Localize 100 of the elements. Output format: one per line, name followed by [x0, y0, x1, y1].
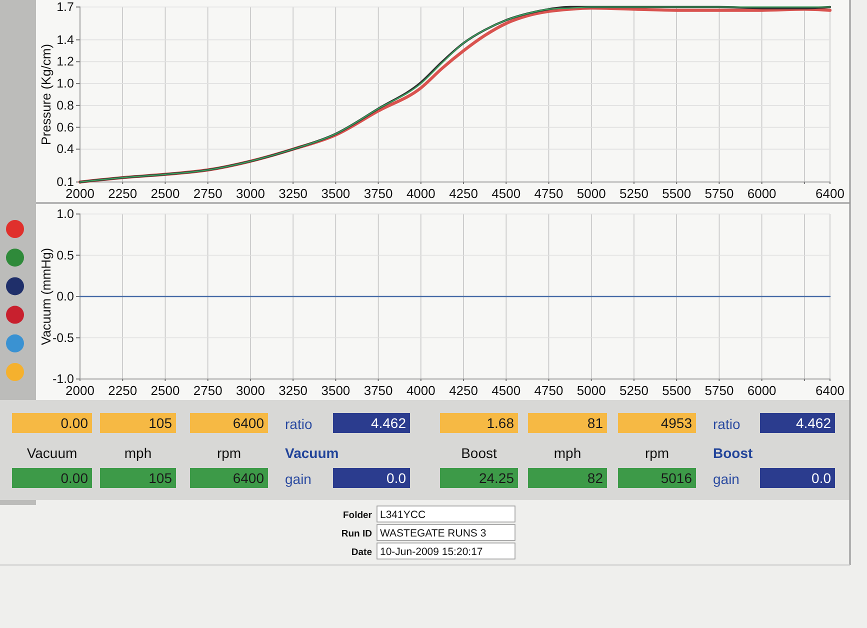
- x-tick-label: 4250: [449, 186, 478, 202]
- readout-field: 0.0: [333, 468, 410, 488]
- x-tick-label: 3250: [278, 186, 308, 202]
- category-label: rpm: [216, 445, 242, 461]
- data-label: 81: [587, 415, 604, 431]
- x-tick-label: 2750: [193, 383, 222, 398]
- data-label: 6400: [232, 470, 264, 486]
- x-tick-label: 3750: [364, 383, 393, 398]
- x-tick-label: 3500: [321, 186, 350, 202]
- readout-field: 82: [528, 468, 607, 488]
- readout-field: 105: [100, 413, 176, 433]
- data-label: 5016: [660, 470, 692, 486]
- category-label: mph: [554, 445, 582, 461]
- x-tick-label: 3000: [236, 186, 265, 202]
- y-tick-label: -1.0: [52, 372, 74, 386]
- text-field: 10-Jun-2009 15:20:17: [376, 542, 516, 560]
- text: ratio: [285, 416, 312, 432]
- readout-field: 81: [528, 413, 607, 433]
- y-tick-label: 0.0: [56, 290, 74, 304]
- readout-field: 4953: [618, 413, 696, 433]
- x-tick-label: 6400: [816, 383, 844, 398]
- data-label: 105: [148, 470, 172, 486]
- x-tick-label: 4250: [449, 383, 478, 398]
- data-label: 0.0: [812, 470, 832, 486]
- x-tick-label: 6000: [747, 383, 776, 398]
- y-tick-label: 0.1: [56, 175, 74, 189]
- readout-field: 6400: [190, 468, 268, 488]
- x-tick-label: 3500: [321, 383, 350, 398]
- data-label: 105: [148, 415, 172, 431]
- y-tick-label: 1.2: [56, 54, 74, 69]
- readout-field: 6400: [190, 413, 268, 433]
- text: Folder: [342, 510, 372, 521]
- x-tick-label: 4500: [492, 186, 521, 202]
- data-label: 4.462: [796, 415, 832, 431]
- data-label: 0.0: [386, 470, 406, 486]
- readout-field: 1.68: [440, 413, 518, 433]
- x-tick-label: 6000: [747, 186, 776, 202]
- text: ratio: [713, 416, 740, 432]
- data-label: 0.00: [60, 470, 88, 486]
- y-tick-label: 1.0: [56, 207, 74, 221]
- x-tick-label: 2000: [66, 383, 94, 398]
- text: gain: [713, 471, 740, 487]
- category-label: Vacuum: [285, 445, 339, 461]
- y-tick-label: 0.5: [56, 248, 74, 262]
- x-tick-label: 2250: [108, 186, 138, 202]
- text: gain: [285, 471, 312, 487]
- data-label: 6400: [232, 415, 264, 431]
- x-tick-label: 5750: [704, 383, 734, 398]
- y-axis-title: Pressure (Kg/cm): [38, 44, 54, 146]
- data-label: 0.00: [60, 415, 88, 431]
- category-label: Vacuum: [26, 445, 78, 461]
- x-tick-label: 6400: [816, 186, 844, 202]
- text: Run ID: [341, 528, 372, 540]
- readout-field: 0.00: [12, 468, 92, 488]
- x-tick-label: 3250: [278, 383, 308, 398]
- y-tick-label: 1.4: [56, 32, 74, 47]
- y-tick-label: 0.6: [56, 120, 74, 134]
- readout-field: 5016: [618, 468, 696, 488]
- x-tick-label: 4750: [534, 383, 564, 398]
- text: Date: [351, 547, 372, 558]
- x-tick-label: 5750: [704, 186, 734, 202]
- y-tick-label: -0.5: [52, 330, 74, 345]
- x-tick-label: 5250: [620, 383, 648, 398]
- x-tick-label: 5500: [662, 383, 692, 398]
- x-tick-label: 5250: [620, 186, 648, 202]
- x-tick-label: 4000: [406, 383, 436, 398]
- data-label: 4953: [660, 415, 692, 431]
- x-tick-label: 5000: [576, 186, 606, 202]
- category-label: mph: [124, 445, 152, 461]
- y-tick-label: 1.7: [56, 0, 74, 14]
- x-tick-label: 2250: [108, 383, 138, 398]
- text-field: WASTEGATE RUNS 3: [376, 524, 516, 541]
- x-tick-label: 4750: [534, 186, 564, 202]
- x-tick-label: 2750: [193, 186, 222, 202]
- x-tick-label: 2500: [150, 186, 180, 202]
- x-tick-label: 3750: [364, 186, 393, 202]
- x-tick-label: 5500: [662, 186, 692, 202]
- y-tick-label: 0.8: [56, 98, 74, 112]
- readout-field: 24.25: [440, 468, 518, 488]
- y-tick-label: 1.0: [56, 76, 74, 91]
- y-axis-title: Vacuum (mmHg): [38, 248, 54, 346]
- category-label: Boost: [713, 445, 753, 461]
- data-label: 1.68: [486, 415, 514, 431]
- x-tick-label: 3000: [236, 383, 265, 398]
- readout-field: 4.462: [760, 413, 835, 433]
- data-label: 82: [587, 470, 604, 486]
- x-tick-label: 4500: [492, 383, 521, 398]
- readout-field: 4.462: [333, 413, 410, 433]
- category-label: Boost: [461, 445, 498, 461]
- readout-field: 0.0: [760, 468, 835, 488]
- text-field: L341YCC: [376, 506, 516, 522]
- readout-field: 0.00: [12, 413, 92, 433]
- data-label: 4.462: [370, 415, 406, 431]
- x-tick-label: 5000: [576, 383, 606, 398]
- x-tick-label: 2500: [150, 383, 180, 398]
- readout-field: 105: [100, 468, 176, 488]
- y-tick-label: 0.4: [56, 142, 74, 156]
- x-tick-label: 2000: [66, 186, 94, 202]
- category-label: rpm: [644, 445, 670, 461]
- data-label: 24.25: [478, 470, 514, 486]
